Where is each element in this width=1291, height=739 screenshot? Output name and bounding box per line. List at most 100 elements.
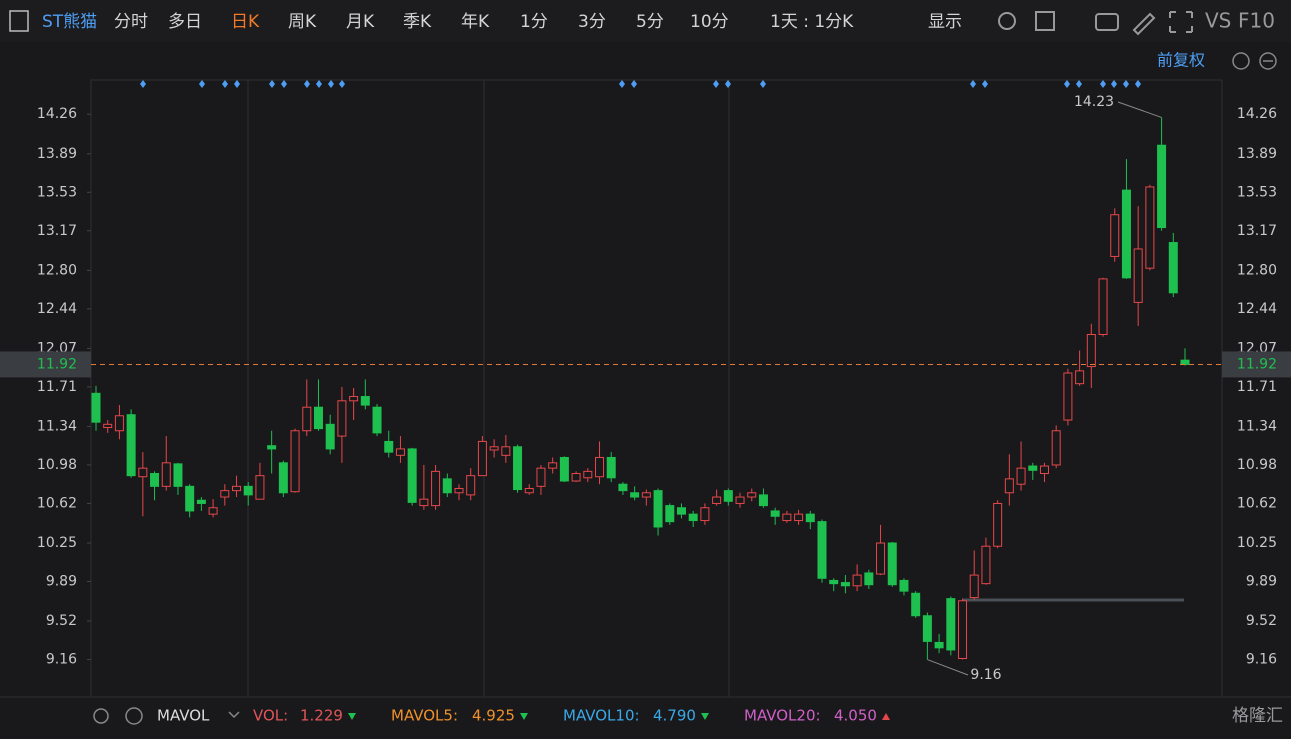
tabs: 分时 多日 日K 周K 月K 季K 年K 1分 3分 5分 10分: [114, 12, 729, 32]
indicator-name[interactable]: MAVOL: [157, 707, 210, 725]
y-tick-label: 14.26: [37, 106, 77, 122]
candle-body: [313, 406, 323, 430]
tab[interactable]: 季K: [403, 12, 432, 32]
candle-body: [290, 430, 300, 493]
last-price-label: 11.92: [37, 356, 77, 372]
f10-button[interactable]: F10: [1238, 9, 1275, 33]
y-tick-label: 13.89: [1237, 146, 1277, 162]
candle-body: [431, 470, 441, 507]
candle-body: [1157, 144, 1167, 229]
candle-body: [653, 490, 663, 528]
event-marker: [140, 80, 1141, 88]
y-tick-label: 12.80: [37, 262, 77, 278]
candle-body: [267, 445, 277, 450]
camera-icon[interactable]: [1095, 13, 1119, 31]
y-tick-label: 10.62: [1237, 495, 1277, 511]
y-tick-label: 9.89: [1246, 574, 1277, 590]
y-tick-label: 13.53: [37, 184, 77, 200]
candle-body: [372, 406, 382, 434]
candle-body: [1016, 467, 1026, 485]
indicator-close[interactable]: [125, 707, 143, 725]
candle-body: [700, 507, 710, 522]
checkbox-icon[interactable]: [1035, 11, 1055, 31]
candle-body: [278, 462, 288, 494]
undo-icon[interactable]: [1232, 52, 1250, 70]
tab[interactable]: 3分: [578, 12, 606, 32]
adjust-button[interactable]: 前复权: [1157, 51, 1205, 70]
candle-body: [161, 462, 171, 487]
indicator-value: 4.925: [472, 707, 515, 725]
settings-icon[interactable]: [998, 12, 1016, 30]
candle-body: [864, 572, 874, 586]
candle-body: [1063, 372, 1073, 421]
candle-body: [466, 475, 476, 496]
candle-body: [1180, 359, 1190, 365]
candle-body: [395, 448, 405, 456]
candle-body: [571, 473, 581, 482]
indicator-value: 4.790: [653, 707, 696, 725]
zoom-out-icon[interactable]: [1259, 52, 1277, 70]
candle-body: [735, 496, 745, 504]
menu-icon[interactable]: [9, 10, 29, 32]
tab[interactable]: 多日: [168, 12, 202, 32]
tab[interactable]: 1分: [520, 12, 548, 32]
candle-body: [712, 496, 722, 504]
candle-body: [676, 507, 686, 515]
tab[interactable]: 10分: [690, 12, 729, 32]
stock-name[interactable]: ST熊猫: [42, 12, 97, 32]
y-tick-label: 10.25: [37, 535, 77, 551]
candle-body: [1051, 430, 1061, 466]
y-tick-label: 9.52: [46, 613, 77, 629]
candle-body: [770, 510, 780, 517]
candle-body: [630, 492, 640, 498]
indicator-label: VOL:: [253, 707, 288, 725]
tab[interactable]: 月K: [346, 12, 375, 32]
trend-arrow: [520, 713, 528, 720]
tab[interactable]: 5分: [636, 12, 664, 32]
toolbar: [0, 0, 1291, 42]
candle-body: [360, 396, 370, 406]
y-tick-label: 12.80: [1237, 262, 1277, 278]
tab[interactable]: 日K: [231, 12, 260, 32]
candle-body: [1110, 214, 1120, 257]
candle-body: [1133, 248, 1143, 303]
last-price-box: [0, 351, 91, 378]
draw-icon[interactable]: [1132, 12, 1156, 36]
candle-body: [524, 487, 534, 494]
candle-body: [559, 456, 569, 482]
y-tick-label: 11.71: [1237, 379, 1277, 395]
fullscreen-icon[interactable]: [1169, 11, 1193, 33]
indicator-settings[interactable]: [93, 708, 109, 724]
tab[interactable]: 年K: [461, 12, 490, 32]
event-markers: [140, 80, 1141, 88]
indicator-label: MAVOL20:: [744, 707, 821, 725]
trend-arrow: [701, 713, 709, 720]
tab[interactable]: 周K: [288, 12, 317, 32]
candle-body: [1028, 465, 1038, 471]
last-price-label: 11.92: [1237, 356, 1277, 372]
candle-body: [325, 423, 335, 450]
tab[interactable]: 分时: [114, 12, 148, 32]
period[interactable]: 1天 : 1分K: [770, 12, 854, 32]
candle-body: [337, 400, 347, 437]
low-annotation: 9.16: [970, 667, 1001, 683]
candle-body: [477, 440, 487, 477]
candle-body: [407, 448, 417, 503]
candle-body: [103, 423, 113, 429]
trend-arrow: [882, 713, 890, 720]
candle-body: [208, 507, 218, 515]
annotation-leader: [1117, 101, 1162, 118]
candle-body: [817, 521, 827, 579]
y-tick-label: 9.16: [1246, 652, 1277, 668]
vs-button[interactable]: VS: [1205, 9, 1231, 33]
display-button[interactable]: 显示: [928, 12, 962, 32]
y-tick-label: 12.44: [37, 301, 77, 317]
candle-body: [1086, 333, 1096, 368]
candle-body: [958, 600, 968, 660]
y-tick-label: 13.17: [37, 223, 77, 239]
indicator-values: VOL: 1.229 MAVOL5: 4.925 MAVOL10: 4.790 MAVOL2…: [253, 707, 890, 725]
candle-body: [150, 473, 160, 487]
y-tick-label: 12.44: [1237, 301, 1277, 317]
